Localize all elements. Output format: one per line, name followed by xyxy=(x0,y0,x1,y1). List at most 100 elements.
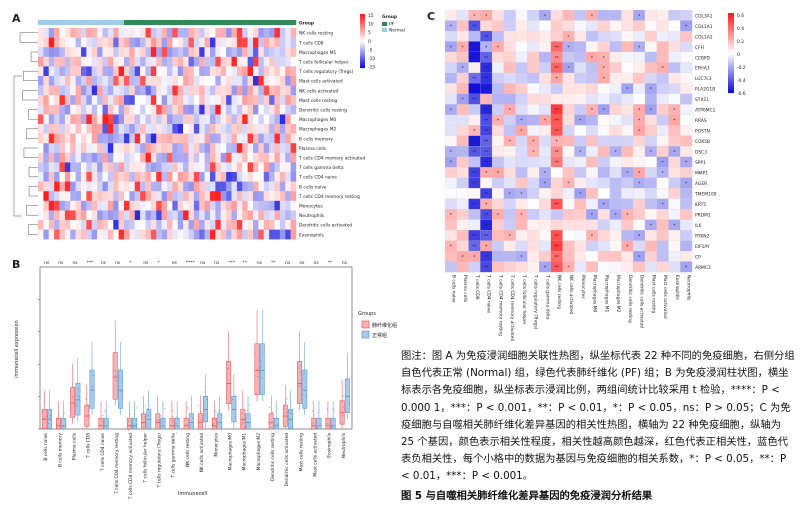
box-point xyxy=(72,386,74,388)
heatmap-a-cell xyxy=(48,162,55,173)
heatmap-a-cell xyxy=(124,200,130,211)
heatmap-a-cell xyxy=(70,28,76,38)
heatmap-a-cell xyxy=(75,95,82,105)
heatmap-c-cell xyxy=(515,62,528,74)
box-point xyxy=(220,414,223,416)
heatmap-a-cell xyxy=(43,95,49,105)
heatmap-a-cell xyxy=(124,37,130,48)
heatmap-c-star: * xyxy=(520,118,523,124)
heatmap-a-cell xyxy=(145,47,152,57)
box-point xyxy=(286,398,288,400)
heatmap-c-cell xyxy=(609,135,622,147)
heatmap-a-cell xyxy=(86,66,92,77)
heatmap-c-cell xyxy=(503,125,516,137)
panel-a-label: A xyxy=(12,12,21,25)
heatmap-a-cell xyxy=(242,229,248,240)
heatmap-c-star: * xyxy=(638,233,641,239)
heatmap-c-star: ** xyxy=(555,118,560,124)
heatmap-c-gene-label: STX11 xyxy=(695,97,709,103)
heatmap-a-cell xyxy=(48,152,55,163)
heatmap-a-row-label: B cells memory xyxy=(299,136,333,142)
heatmap-a-cell xyxy=(81,56,87,67)
heatmap-c-cell xyxy=(656,30,669,42)
heatmap-a-cell xyxy=(274,76,281,86)
heatmap-a-cell xyxy=(156,104,162,115)
box-point xyxy=(199,419,202,421)
heatmap-c-cell xyxy=(586,146,599,157)
heatmap-a-cell xyxy=(102,37,109,48)
group-bar-cell xyxy=(161,20,168,25)
heatmap-c-cell xyxy=(562,9,575,21)
heatmap-a-cell xyxy=(172,181,178,192)
significance-label: ns xyxy=(58,261,64,266)
heatmap-a-cell xyxy=(59,172,66,182)
heatmap-c-cell xyxy=(456,198,469,210)
box-point xyxy=(254,352,256,354)
box-point xyxy=(127,429,130,431)
heatmap-a-cell xyxy=(134,85,141,96)
heatmap-c-cell xyxy=(597,261,610,273)
heatmap-a-cell xyxy=(64,143,71,153)
heatmap-c-cell xyxy=(680,125,693,137)
group-bar-cell xyxy=(118,20,125,25)
heatmap-a-cell xyxy=(258,37,264,48)
heatmap-c-cell xyxy=(527,188,540,199)
heatmap-a-cell xyxy=(193,133,200,144)
heatmap-c-cell xyxy=(550,177,563,189)
heatmap-a-cell xyxy=(231,37,238,48)
group-bar-cell xyxy=(247,20,254,25)
heatmap-a-cell xyxy=(167,124,173,134)
box-point xyxy=(259,367,262,369)
significance-label: * xyxy=(129,260,132,266)
heatmap-a-cell xyxy=(177,133,184,144)
group-bar-cell xyxy=(199,20,205,25)
heatmap-a-cell xyxy=(91,133,98,144)
x-tick-label: NK cells activated xyxy=(199,433,205,473)
x-tick-label: NK cells resting xyxy=(185,433,191,467)
heatmap-a-cell xyxy=(107,114,114,125)
heatmap-a-cell xyxy=(172,28,178,38)
box-point xyxy=(190,424,192,426)
x-tick-label: T cells gamma delta xyxy=(171,433,177,479)
heatmap-a-cell xyxy=(118,162,125,173)
box-point xyxy=(184,419,186,421)
heatmap-c-star: * xyxy=(544,118,547,124)
scale-a-gradient xyxy=(360,38,365,40)
group-bar-cell xyxy=(167,20,173,25)
heatmap-c-cell xyxy=(597,177,610,189)
heatmap-c-cell xyxy=(633,135,646,147)
heatmap-c-cell xyxy=(503,83,516,95)
heatmap-a-cell xyxy=(113,229,119,240)
box-point xyxy=(160,422,162,424)
heatmap-a-cell xyxy=(188,200,195,211)
heatmap-a-cell xyxy=(134,56,141,67)
heatmap-a-cell xyxy=(210,56,216,67)
heatmap-a-cell xyxy=(290,220,297,230)
heatmap-c-cell xyxy=(633,62,646,74)
heatmap-a-cell xyxy=(113,56,119,67)
heatmap-a-cell xyxy=(199,172,205,182)
heatmap-c-star: ** xyxy=(555,265,560,271)
heatmap-c-cell xyxy=(527,20,540,32)
panel-c-heatmap: * * * * * COL3A1* ** * COL1A1** * COL1A2* * ** * * ** * *… xyxy=(444,9,746,341)
heatmap-a-cell xyxy=(274,191,281,201)
heatmap-a-cell xyxy=(102,229,109,240)
heatmap-a-cell xyxy=(253,66,259,77)
heatmap-a-cell xyxy=(247,162,254,173)
box xyxy=(344,378,350,414)
heatmap-a-cell xyxy=(247,37,254,48)
x-tick-label: Eosinophils xyxy=(327,432,333,457)
heatmap-a-cell xyxy=(118,172,125,182)
heatmap-a-cell xyxy=(140,181,146,192)
box-point xyxy=(271,426,273,429)
group-bar-cell xyxy=(215,20,221,25)
scale-c-gradient xyxy=(728,37,734,40)
heatmap-a-cell xyxy=(75,200,82,211)
scale-c-gradient xyxy=(728,59,734,62)
heatmap-a-cell xyxy=(253,152,259,163)
heatmap-c-star: ** xyxy=(484,223,489,229)
heatmap-c-cell xyxy=(633,188,646,199)
heatmap-a-cell xyxy=(140,95,146,105)
heatmap-a-cell xyxy=(231,210,238,221)
heatmap-c-cell xyxy=(644,198,657,210)
